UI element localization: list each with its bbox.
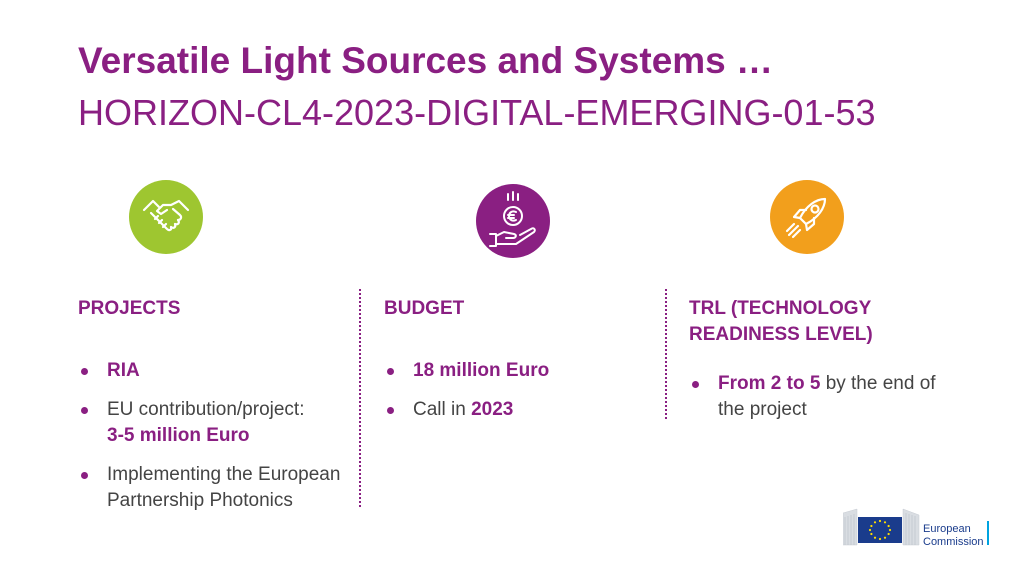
projects-heading: PROJECTS [78,298,181,319]
slide-title: Versatile Light Sources and Systems … [78,40,774,81]
trl-heading: TRL (TECHNOLOGY READINESS LEVEL) [689,298,873,345]
list-item: Call in 2023 [384,397,644,423]
rocket-icon [770,180,844,254]
list-item: 18 million Euro [384,358,644,384]
european-commission-logo: European Commission [842,505,993,549]
slide-subtitle: HORIZON-CL4-2023-DIGITAL-EMERGING-01-53 [78,92,876,133]
list-item: Implementing the European Partnership Ph… [78,462,348,514]
budget-column: BUDGET 18 million Euro Call in 2023 [384,296,644,436]
column-divider-right [665,289,667,419]
logo-line-commission: Commission [923,536,984,548]
handshake-icon [129,180,203,254]
projects-column: PROJECTS RIA EU contribution/project: 3-5… [78,296,348,527]
list-item: RIA [78,358,348,384]
logo-line-european: European [923,523,971,535]
list-item: From 2 to 5 by the end of the project [689,371,949,423]
budget-heading: BUDGET [384,298,465,319]
euro-coin-hand-icon [476,184,550,258]
trl-column: TRL (TECHNOLOGY READINESS LEVEL) From 2 … [689,296,949,436]
column-divider-left [359,289,361,507]
list-item: EU contribution/project: 3-5 million Euro [78,397,348,449]
